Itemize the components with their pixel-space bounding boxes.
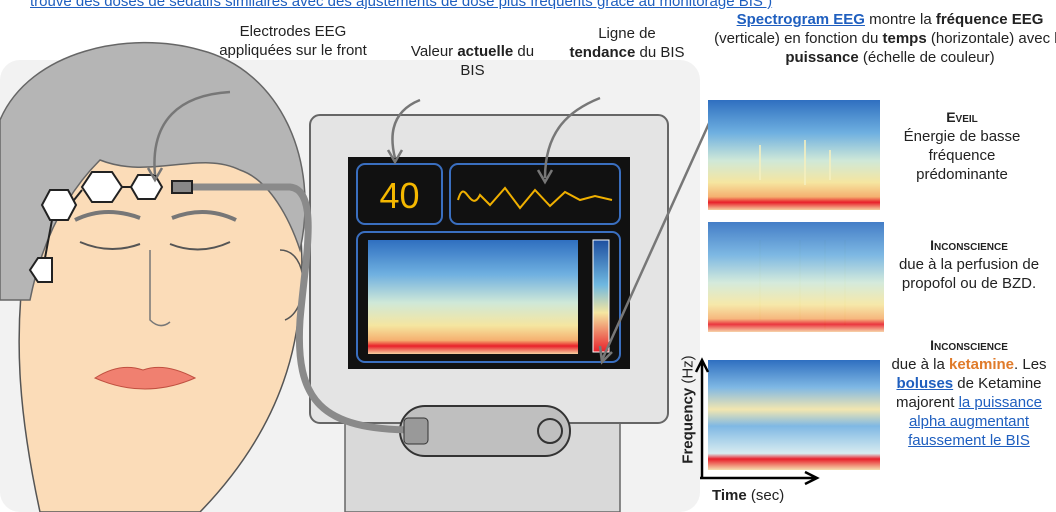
text: tendance [569, 44, 635, 61]
page: trouve des doses de sédatifs similaires … [0, 0, 1056, 512]
text: du BIS [635, 44, 684, 61]
text: (échelle de couleur) [859, 49, 995, 66]
text: montre la [865, 11, 936, 28]
text: (verticale) en fonction du [714, 30, 882, 47]
bis-value: 40 [357, 176, 442, 216]
state: Eveil [882, 108, 1042, 127]
spectrogram [368, 240, 578, 354]
current-value-label: Valeur actuelle du BIS [400, 42, 545, 80]
text: Frequency [680, 388, 697, 464]
description: due à la perfusion de propofol ou de BZD… [884, 255, 1054, 293]
text: (horizontale) avec la [927, 30, 1056, 47]
x-axis-label: Time (sec) [712, 486, 822, 505]
link[interactable]: Spectrogram EEG [737, 11, 865, 28]
text: Time [712, 487, 747, 504]
text: (sec) [747, 487, 785, 504]
spectrogram-note: Spectrogram EEG montre la fréquence EEG … [710, 10, 1056, 67]
text: due à la [891, 356, 949, 373]
link[interactable]: boluses [896, 375, 953, 392]
panel-awake [708, 100, 880, 210]
text: . Les [1014, 356, 1047, 373]
panel-ketamine [708, 360, 880, 470]
text: (Hz) [680, 355, 697, 388]
text: fréquence EEG [936, 11, 1044, 28]
state: Inconscience [884, 336, 1054, 355]
trend-label: Ligne de tendance du BIS [568, 24, 686, 62]
panel-propofol [708, 222, 884, 332]
color-scale [593, 240, 609, 352]
description: Énergie de basse fréquence prédominante [882, 127, 1042, 184]
text: Valeur [411, 43, 457, 60]
text: puissance [785, 49, 858, 66]
text: temps [883, 30, 927, 47]
electrodes-label: Electrodes EEG appliquées sur le front [218, 22, 368, 60]
text: Ligne de [598, 25, 656, 42]
text: actuelle [457, 43, 513, 60]
text: ketamine [949, 356, 1014, 373]
state: Inconscience [884, 236, 1054, 255]
plug [404, 418, 428, 444]
y-axis-label: Frequency (Hz) [679, 340, 698, 480]
